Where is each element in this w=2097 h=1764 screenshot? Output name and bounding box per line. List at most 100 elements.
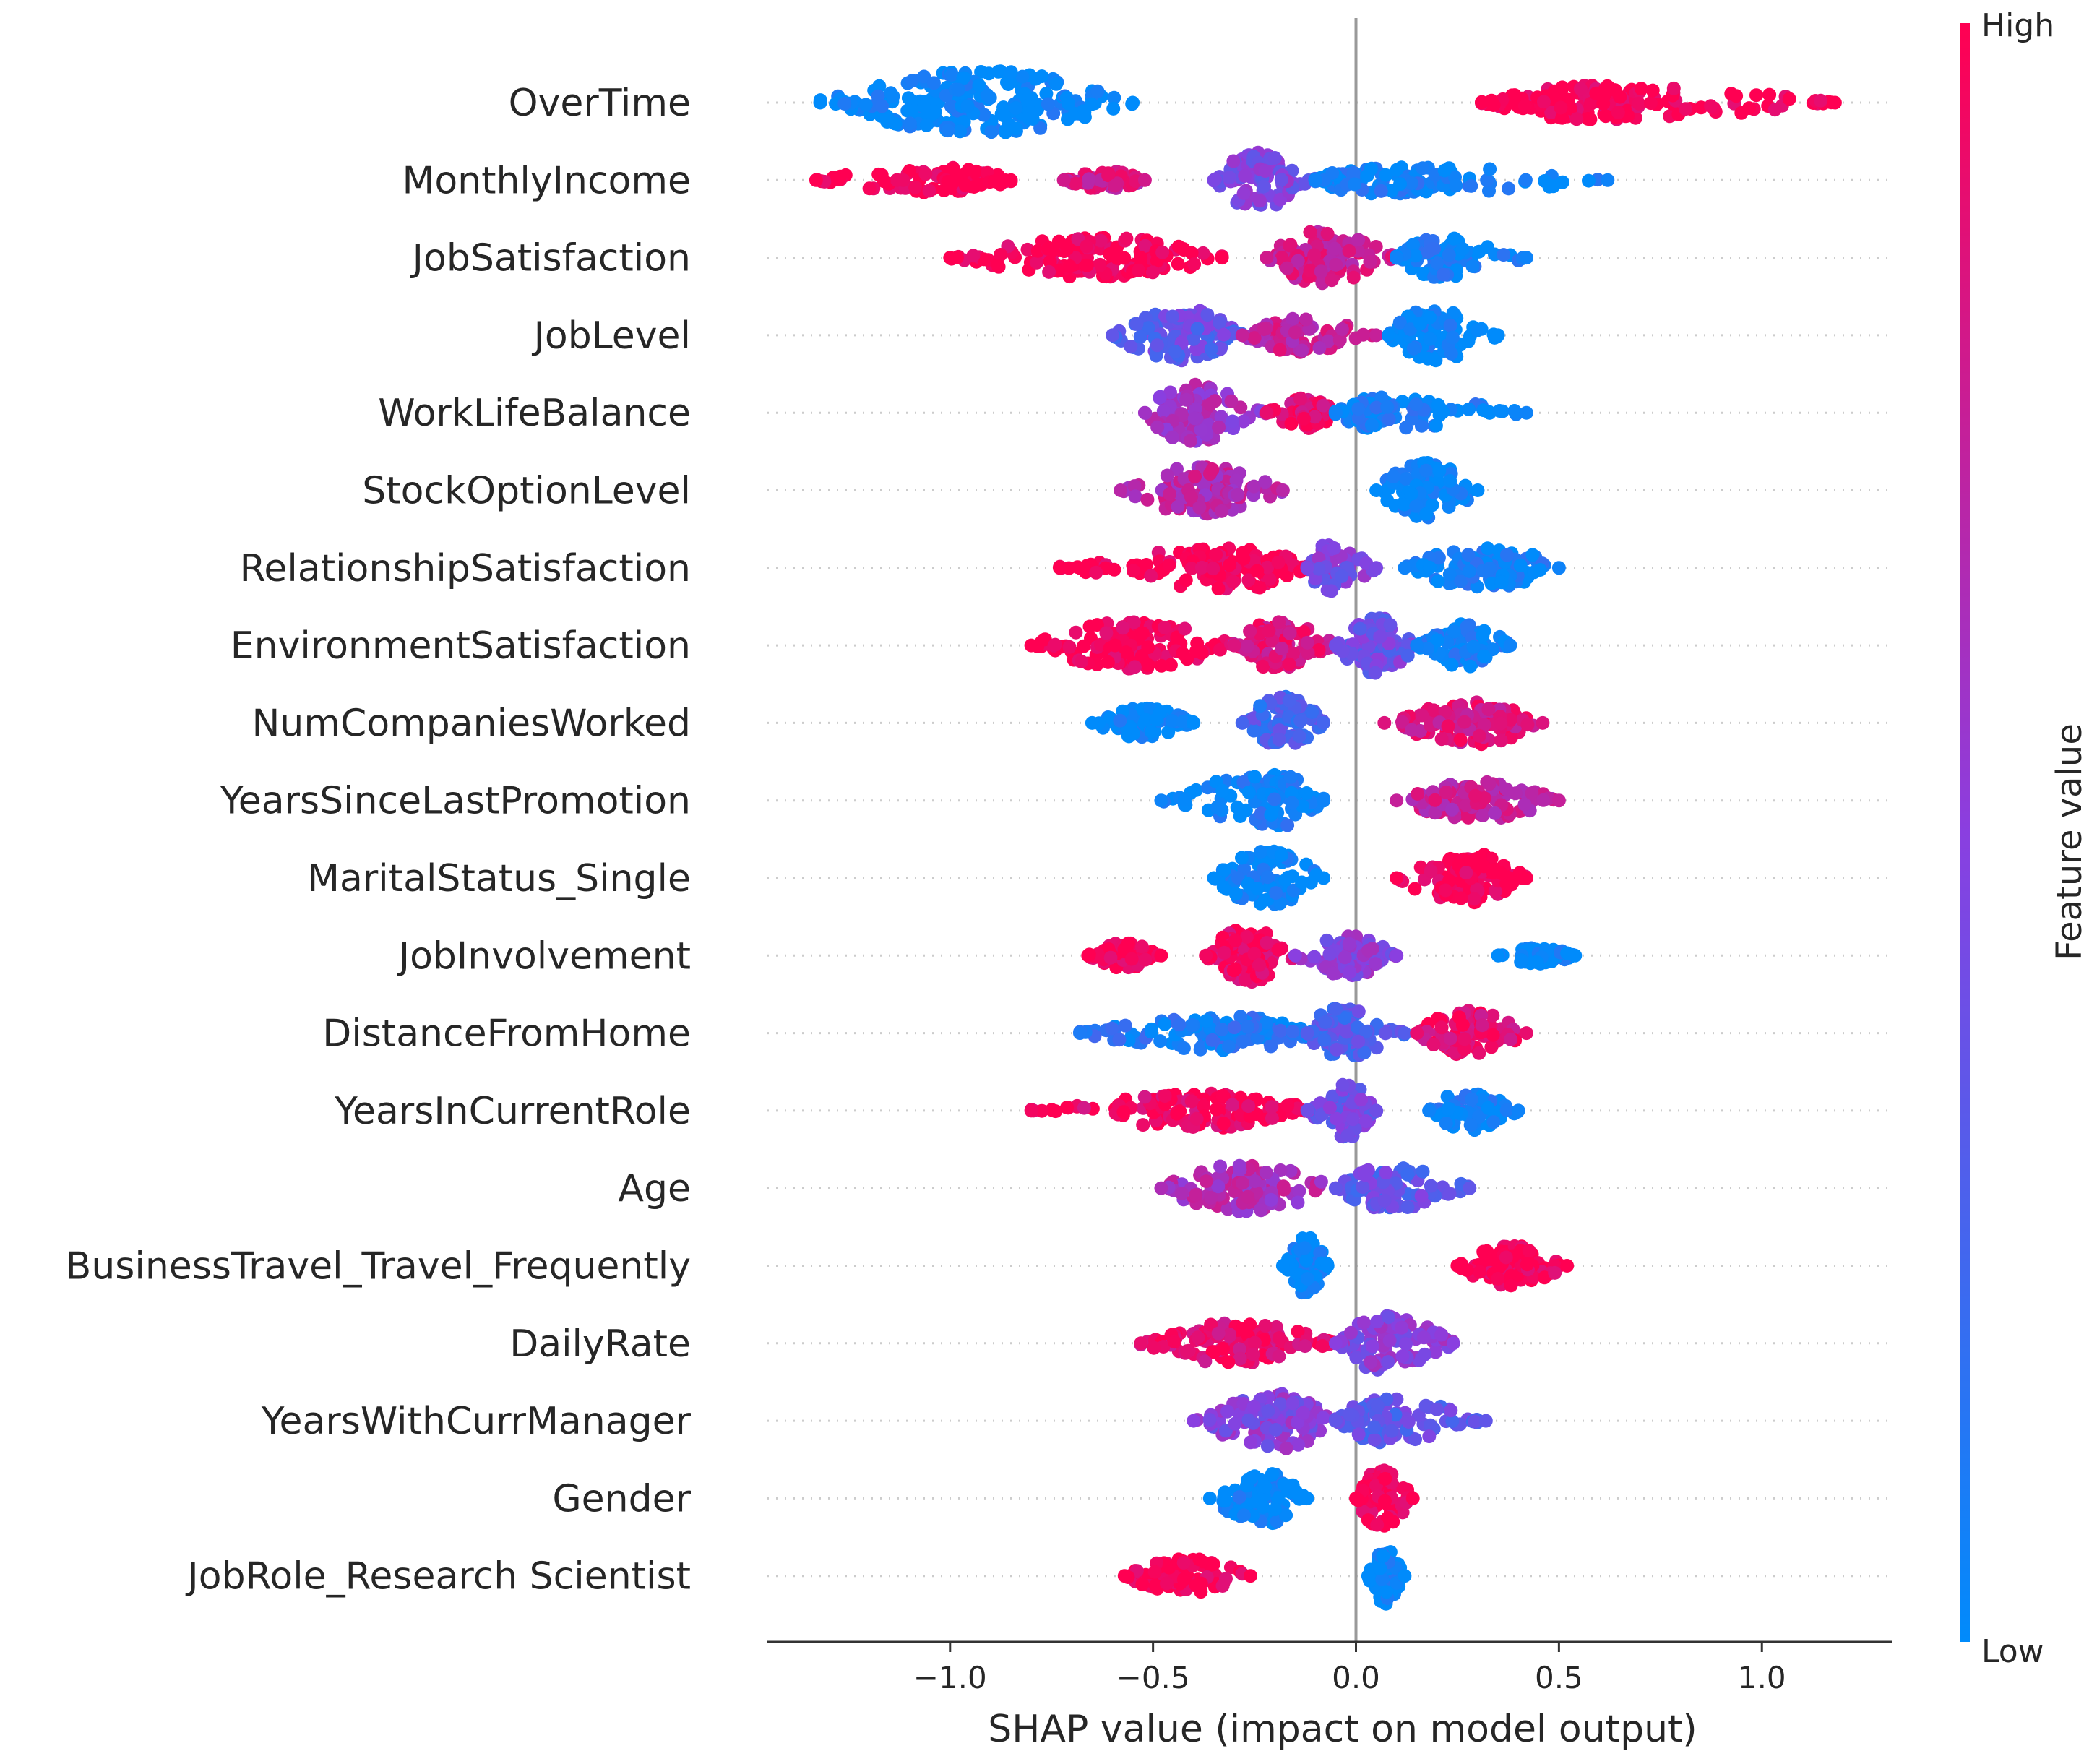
shap-dot xyxy=(1260,251,1274,265)
shap-dot xyxy=(1187,715,1201,730)
shap-dot xyxy=(1199,1014,1213,1028)
shap-dot xyxy=(1184,562,1199,576)
shap-dot xyxy=(1307,248,1322,262)
shap-dot xyxy=(1265,1100,1279,1114)
shap-dot xyxy=(1248,1174,1262,1188)
shap-dot xyxy=(1517,797,1532,812)
shap-dot xyxy=(1260,1015,1274,1030)
shap-dot xyxy=(1024,638,1038,653)
shap-dot xyxy=(1252,958,1266,972)
shap-dot xyxy=(1434,1020,1449,1035)
shap-dot xyxy=(1503,638,1517,653)
shap-dot xyxy=(1459,866,1473,880)
shap-dot xyxy=(1015,69,1030,84)
shap-dot xyxy=(1569,112,1584,126)
shap-dot xyxy=(1263,697,1278,710)
shap-dot xyxy=(1069,176,1083,191)
shap-dot xyxy=(1158,1017,1172,1031)
shap-dot xyxy=(1233,809,1247,823)
shap-dot xyxy=(1129,317,1144,331)
shap-dot xyxy=(1272,732,1286,747)
shap-dot xyxy=(1328,1181,1343,1195)
shap-dot xyxy=(1344,1325,1358,1340)
shap-dot xyxy=(1124,340,1138,354)
shap-dot xyxy=(1514,953,1528,968)
shap-dot xyxy=(1020,242,1035,257)
shap-dot xyxy=(1471,483,1485,497)
shap-dot xyxy=(1153,1034,1168,1049)
shap-dot xyxy=(1328,1414,1343,1428)
shap-dot xyxy=(1033,121,1048,135)
shap-dot xyxy=(1465,259,1480,273)
shap-dot xyxy=(1183,434,1197,448)
shap-dot xyxy=(1298,176,1312,191)
shap-dot xyxy=(1236,1322,1249,1336)
shap-dot xyxy=(1212,420,1226,434)
shap-dot xyxy=(1416,267,1431,281)
shap-dot xyxy=(1317,1033,1332,1047)
shap-dot xyxy=(1178,793,1192,806)
shap-dot xyxy=(1338,950,1352,965)
shap-dot xyxy=(1205,462,1220,477)
shap-dot xyxy=(1118,1018,1132,1033)
shap-dot xyxy=(1299,1253,1314,1268)
shap-dot xyxy=(1243,1109,1257,1124)
shap-dot xyxy=(1228,887,1243,901)
shap-dot xyxy=(1061,96,1075,111)
shap-dot xyxy=(1061,112,1075,126)
shap-dot xyxy=(960,99,975,113)
shap-dot xyxy=(1073,1026,1087,1041)
shap-dot xyxy=(994,248,1008,262)
shap-dot xyxy=(1236,1508,1251,1523)
shap-dot xyxy=(1525,786,1539,801)
shap-dot xyxy=(1507,88,1522,103)
shap-dot xyxy=(1114,483,1128,497)
shap-dot xyxy=(1300,1026,1314,1041)
shap-dot xyxy=(1272,1349,1286,1364)
shap-dot xyxy=(1814,93,1828,108)
shap-dot xyxy=(1176,646,1190,661)
shap-dot xyxy=(1599,82,1614,97)
shap-dot xyxy=(1265,1468,1279,1482)
shap-dot xyxy=(1282,694,1296,707)
shap-dot xyxy=(1177,472,1192,486)
shap-dot xyxy=(1315,1339,1330,1354)
shap-dot xyxy=(1236,775,1251,789)
shap-dot xyxy=(1325,1089,1340,1103)
shap-dot xyxy=(1233,1351,1247,1366)
shap-dot xyxy=(1390,1392,1404,1406)
shap-dot xyxy=(1283,626,1297,640)
shap-dot xyxy=(1191,1330,1205,1345)
shap-dot xyxy=(1551,793,1566,808)
shap-dot xyxy=(1101,655,1115,669)
shap-dot xyxy=(1379,1166,1393,1180)
shap-dot xyxy=(1273,1163,1288,1177)
shap-dot xyxy=(1404,486,1418,501)
shap-dot xyxy=(1480,173,1494,187)
shap-dot xyxy=(1443,1031,1457,1046)
shap-dot xyxy=(1279,1441,1293,1455)
shap-dot xyxy=(1215,1023,1229,1037)
shap-dot xyxy=(908,180,923,194)
shap-dot xyxy=(1273,896,1287,911)
shap-dot xyxy=(1168,345,1183,359)
shap-dot xyxy=(1213,1159,1228,1174)
shap-dot xyxy=(1099,626,1114,640)
shap-dot xyxy=(1320,1259,1335,1273)
shap-dot xyxy=(1273,192,1288,207)
shap-dot xyxy=(1299,312,1313,327)
shap-dot xyxy=(1246,1347,1260,1361)
shap-dot xyxy=(1827,95,1842,110)
shap-dot xyxy=(1138,952,1153,967)
shap-dot xyxy=(1461,810,1476,825)
shap-dot xyxy=(1269,1320,1283,1334)
shap-dot xyxy=(1226,1098,1239,1112)
shap-dot xyxy=(1342,244,1356,258)
shap-dot xyxy=(872,79,887,93)
shap-dot xyxy=(1298,1241,1312,1255)
shap-dot xyxy=(1241,1413,1256,1427)
shap-dot xyxy=(1187,1414,1201,1428)
shap-dot xyxy=(1422,560,1437,575)
shap-dot xyxy=(1211,1179,1226,1194)
shap-dot xyxy=(1274,848,1288,863)
